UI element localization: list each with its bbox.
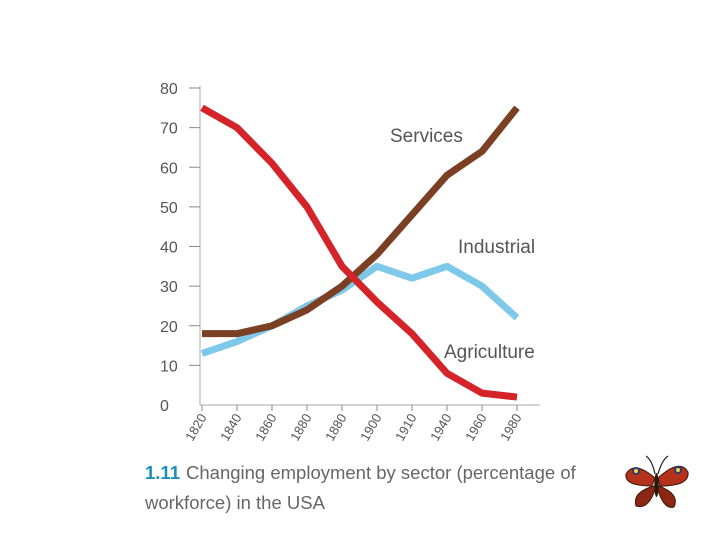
y-tick-label: 0 (160, 398, 169, 415)
x-axis-ticks: 1820 1840 1860 1880 1880 1900 1910 1940 1960 1980 (182, 405, 525, 444)
x-tick-label: 1880 (322, 411, 349, 444)
series-line-agriculture (200, 104, 518, 401)
y-tick-label: 30 (160, 279, 178, 296)
series-label-industrial: Industrial (458, 237, 535, 258)
y-tick-label: 40 (160, 240, 178, 257)
x-tick-label: 1840 (217, 411, 244, 444)
y-tick-label: 70 (160, 121, 178, 138)
y-tick-label: 20 (160, 319, 178, 336)
series-label-services: Services (390, 126, 463, 147)
x-tick-label: 1820 (182, 411, 209, 444)
y-tick-label: 10 (160, 358, 178, 375)
x-tick-label: 1910 (392, 411, 419, 444)
x-tick-label: 1980 (497, 411, 524, 444)
x-tick-label: 1960 (462, 411, 489, 444)
figure-number: 1.11 (145, 462, 180, 483)
y-axis-ticks: 0 10 20 30 40 50 60 70 80 (160, 81, 200, 415)
x-tick-label: 1860 (252, 411, 279, 444)
figure-caption: 1.11 Changing employment by sector (perce… (145, 458, 595, 518)
series-line-services (202, 105, 520, 338)
series-label-agriculture: Agriculture (444, 342, 535, 363)
chart-axes (199, 86, 540, 406)
butterfly-icon (625, 455, 689, 508)
x-tick-label: 1880 (287, 411, 314, 444)
x-tick-label: 1940 (427, 411, 454, 444)
series-line-industrial (200, 262, 520, 357)
y-tick-label: 60 (160, 160, 178, 177)
chart-series (200, 104, 520, 401)
x-tick-label: 1900 (357, 411, 384, 444)
series-labels: Services Industrial Agriculture (390, 126, 535, 363)
y-tick-label: 80 (160, 81, 178, 98)
y-tick-label: 50 (160, 200, 178, 217)
figure-caption-text: Changing employment by sector (percentag… (145, 462, 576, 513)
